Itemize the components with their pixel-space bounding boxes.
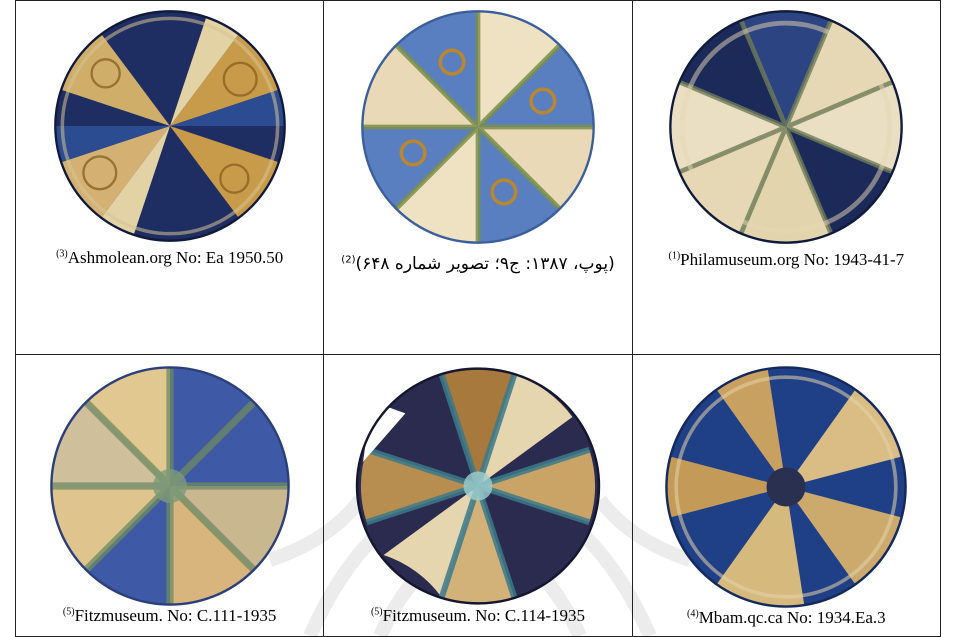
caption-text: Ashmolean.org No: Ea 1950.50 <box>67 248 284 267</box>
plate-caption: (5)Fitzmuseum. No: C.111-1935 <box>16 605 323 627</box>
ceramic-bowl-icon <box>361 10 595 244</box>
caption-text: Philamuseum.org No: 1943-41-7 <box>680 250 905 269</box>
caption-reference: (5) <box>370 606 383 618</box>
plate-cell: (1)Philamuseum.org No: 1943-41-7 <box>631 0 942 355</box>
ceramic-bowl-icon <box>49 366 290 606</box>
ceramic-bowl-icon <box>665 366 908 608</box>
plate-caption: (3)Ashmolean.org No: Ea 1950.50 <box>16 247 323 269</box>
ceramic-bowl-icon <box>355 367 601 605</box>
plate-cell: (5)Fitzmuseum. No: C.111-1935 <box>14 354 325 637</box>
plates-table: (3)Ashmolean.org No: Ea 1950.50 <box>14 0 942 637</box>
ceramic-bowl-icon <box>53 10 286 242</box>
plate-caption: (5)Fitzmuseum. No: C.114-1935 <box>324 605 631 627</box>
caption-reference: (2) <box>341 254 356 266</box>
plate-cell: (4)Mbam.qc.ca No: 1934.Ea.3 <box>631 354 942 637</box>
plate-cell: (5)Fitzmuseum. No: C.114-1935 <box>323 354 633 637</box>
caption-text: Mbam.qc.ca No: 1934.Ea.3 <box>698 608 886 627</box>
caption-reference: (5) <box>62 606 75 618</box>
plate-caption: (پوپ، ۱۳۸۷: ج۹؛ تصویر شماره ۶۴۸)(2) <box>324 249 631 279</box>
plate-cell: (پوپ، ۱۳۸۷: ج۹؛ تصویر شماره ۶۴۸)(2) <box>323 0 633 355</box>
caption-text: Fitzmuseum. No: C.111-1935 <box>74 606 277 625</box>
caption-text: Fitzmuseum. No: C.114-1935 <box>382 606 586 625</box>
plate-cell: (3)Ashmolean.org No: Ea 1950.50 <box>14 0 325 355</box>
plate-caption: (1)Philamuseum.org No: 1943-41-7 <box>633 249 940 271</box>
caption-reference: (4) <box>687 608 699 620</box>
ceramic-bowl-icon <box>669 10 904 244</box>
caption-reference: (1) <box>668 250 681 262</box>
caption-reference: (3) <box>56 248 68 260</box>
plate-caption: (4)Mbam.qc.ca No: 1934.Ea.3 <box>633 607 940 629</box>
caption-text: (پوپ، ۱۳۸۷: ج۹؛ تصویر شماره ۶۴۸) <box>355 254 615 274</box>
